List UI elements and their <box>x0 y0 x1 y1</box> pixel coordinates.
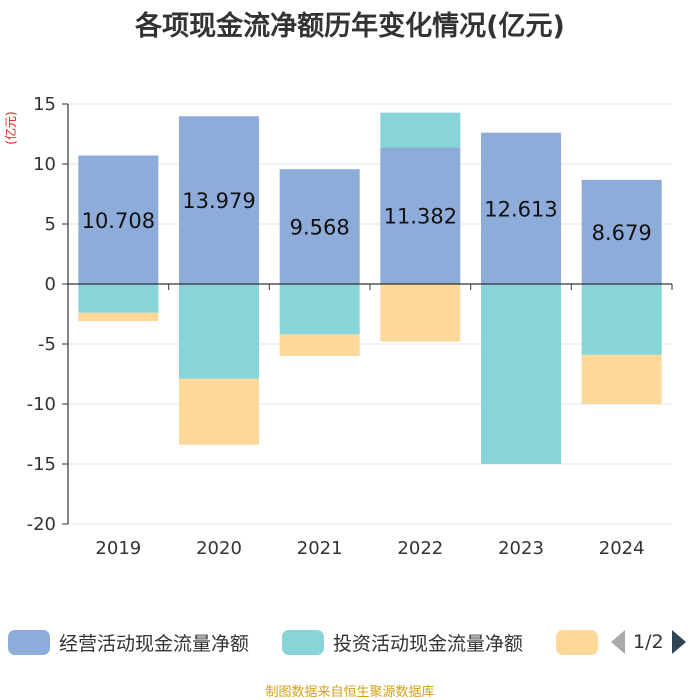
bar-2020-series-0[interactable] <box>179 116 259 284</box>
legend-swatch-financing <box>556 629 598 655</box>
data-label-2022: 11.382 <box>384 205 457 229</box>
legend-label-investing: 投资活动现金流量净额 <box>333 632 524 655</box>
bar-2020-series-1[interactable] <box>179 284 259 379</box>
bar-2023-series-1[interactable] <box>481 284 561 464</box>
legend-item-financing[interactable] <box>556 626 598 658</box>
bar-2021-series-1[interactable] <box>279 284 360 335</box>
bar-2023-series-0[interactable] <box>481 132 561 284</box>
x-tick-label: 2022 <box>397 538 443 559</box>
bar-2019-series-1[interactable] <box>78 284 159 313</box>
data-label-2023: 12.613 <box>484 197 557 221</box>
legend-swatch-operating <box>8 629 50 655</box>
y-tick-label: 15 <box>33 94 56 115</box>
bar-2019-series-0[interactable] <box>78 155 159 284</box>
legend-label-operating: 经营活动现金流量净额 <box>59 632 250 655</box>
legend: 经营活动现金流量净额 投资活动现金流量净额 <box>0 626 700 658</box>
grid-lines <box>68 103 672 525</box>
legend-swatch-investing <box>282 629 324 655</box>
source-note: 制图数据来自恒生聚源数据库 <box>265 685 435 700</box>
legend-prev-page-icon[interactable] <box>611 630 625 654</box>
bar-2021-series-2[interactable] <box>279 334 360 356</box>
bar-2022-series-2[interactable] <box>380 284 461 342</box>
bar-2020-series-2[interactable] <box>179 378 259 445</box>
legend-page-indicator: 1/2 <box>633 631 664 653</box>
axes: 15 10 5 0 -5 -10 -15 -20 2019 2020 2021 2022 2023 202… <box>27 94 673 559</box>
bar-2022-series-1[interactable] <box>380 112 461 148</box>
data-label-2021: 9.568 <box>290 216 350 240</box>
bar-2024-series-2[interactable] <box>581 354 662 404</box>
bar-2024-series-0[interactable] <box>581 179 662 284</box>
bars <box>78 112 662 464</box>
bar-2021-series-0[interactable] <box>279 169 360 284</box>
data-label-2019: 10.708 <box>82 209 155 233</box>
chart-title: 各项现金流净额历年变化情况(亿元) <box>135 11 565 42</box>
x-tick-label: 2021 <box>297 538 343 559</box>
x-tick-label: 2020 <box>196 538 242 559</box>
y-tick-label: -10 <box>27 394 56 415</box>
y-axis-unit-label: (亿元) <box>3 111 18 144</box>
bar-2024-series-1[interactable] <box>581 284 662 355</box>
data-label-2024: 8.679 <box>592 221 652 245</box>
y-tick-label: 10 <box>33 154 56 175</box>
legend-item-operating[interactable]: 经营活动现金流量净额 <box>8 626 249 658</box>
legend-item-investing[interactable]: 投资活动现金流量净额 <box>282 626 523 658</box>
data-label-2020: 13.979 <box>182 189 255 213</box>
legend-pager: 1/2 <box>611 626 686 658</box>
data-labels: 10.708 13.979 9.568 11.382 12.613 8.679 <box>82 189 652 245</box>
y-tick-label: 0 <box>45 274 56 295</box>
x-tick-label: 2019 <box>95 538 141 559</box>
bar-2022-series-0[interactable] <box>380 147 461 284</box>
y-tick-label: -20 <box>27 514 56 535</box>
y-tick-label: -15 <box>27 454 56 475</box>
x-tick-label: 2024 <box>599 538 645 559</box>
bar-2019-series-2[interactable] <box>78 312 159 322</box>
y-tick-label: 5 <box>45 214 56 235</box>
y-tick-label: -5 <box>38 334 56 355</box>
x-tick-label: 2023 <box>498 538 544 559</box>
legend-next-page-icon[interactable] <box>671 630 686 654</box>
